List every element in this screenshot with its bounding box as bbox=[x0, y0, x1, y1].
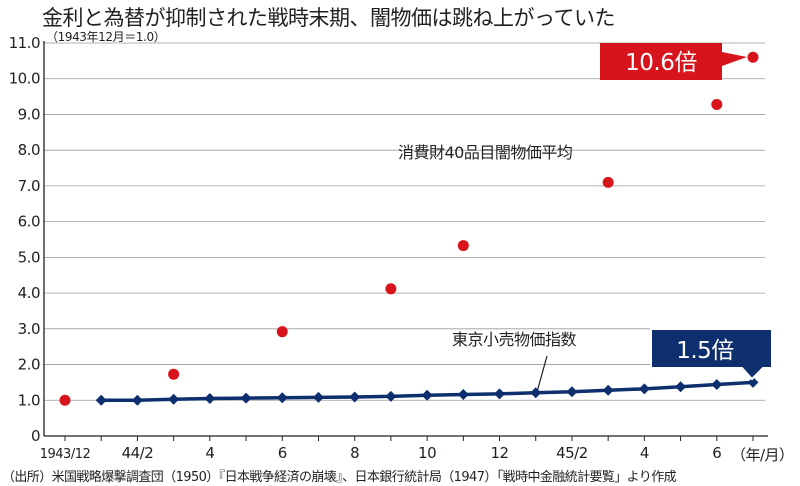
y-tick-label: 1.0 bbox=[18, 391, 40, 409]
retail-price-index-marker bbox=[711, 379, 723, 391]
chart-title: 金利と為替が抑制された戦時末期、闇物価は跳ね上がっていた bbox=[42, 6, 615, 30]
x-tick-label: 45/2 bbox=[556, 444, 588, 462]
black-market-price-point bbox=[747, 51, 759, 63]
retail-price-index-marker bbox=[349, 391, 361, 403]
x-tick-label: 44/2 bbox=[122, 444, 154, 462]
retail-callout-box bbox=[650, 328, 773, 381]
chart-source: （出所）米国戦略爆撃調査団（1950）『日本戦争経済の崩壊』、日本銀行統計局（1… bbox=[2, 470, 677, 485]
x-tick-label: 8 bbox=[350, 444, 359, 462]
y-tick-label: 8.0 bbox=[18, 141, 40, 159]
black-market-callout: 10.6倍 bbox=[600, 43, 747, 80]
x-tick-label: 12 bbox=[490, 444, 508, 462]
black-market-price-point bbox=[168, 368, 180, 380]
y-tick-label: 7.0 bbox=[18, 177, 40, 195]
retail-price-index-marker bbox=[131, 394, 143, 406]
chart-subtitle: （1943年12月＝1.0） bbox=[46, 30, 166, 44]
retail-callout: 1.5倍 bbox=[650, 328, 773, 381]
y-tick-label: 2.0 bbox=[18, 356, 40, 374]
black-market-price-point bbox=[385, 283, 397, 295]
x-axis-unit-label: （年/月） bbox=[731, 446, 794, 464]
y-tick-label: 11.0 bbox=[9, 34, 40, 52]
retail-price-index-marker bbox=[638, 383, 650, 395]
retail-price-index-marker bbox=[204, 392, 216, 404]
black-market-callout-text: 10.6倍 bbox=[625, 50, 697, 76]
x-tick-label: 6 bbox=[712, 444, 721, 462]
retail-price-index-marker bbox=[240, 392, 252, 404]
retail-callout-text: 1.5倍 bbox=[676, 338, 734, 364]
x-tick-label: 4 bbox=[640, 444, 649, 462]
x-tick-label: 1943/12 bbox=[40, 447, 91, 462]
y-tick-label: 10.0 bbox=[9, 70, 40, 88]
y-tick-label: 6.0 bbox=[18, 213, 40, 231]
retail-price-index-marker bbox=[168, 393, 180, 405]
black-market-price-point bbox=[59, 394, 71, 406]
y-tick-label: 4.0 bbox=[18, 284, 40, 302]
retail-price-index-marker bbox=[276, 392, 288, 404]
y-tick-label: 0 bbox=[31, 427, 40, 445]
retail-price-index-marker bbox=[675, 381, 687, 393]
black-market-price-point bbox=[276, 326, 288, 338]
black-market-series-label: 消費財40品目闇物価平均 bbox=[398, 143, 572, 162]
y-tick-label: 9.0 bbox=[18, 105, 40, 123]
retail-price-index-marker bbox=[457, 389, 469, 401]
black-market-callout-box bbox=[600, 43, 747, 80]
retail-price-index-marker bbox=[385, 390, 397, 402]
y-tick-label: 5.0 bbox=[18, 248, 40, 266]
retail-price-index-marker bbox=[95, 394, 107, 406]
x-tick-label: 10 bbox=[418, 444, 436, 462]
black-market-price-point bbox=[457, 240, 469, 252]
x-tick-label: 6 bbox=[278, 444, 287, 462]
retail-series-label: 東京小売物価指数 bbox=[452, 330, 577, 349]
retail-price-index-marker bbox=[566, 386, 578, 398]
black-market-price-point bbox=[711, 98, 723, 110]
black-market-price-point bbox=[602, 176, 614, 188]
retail-price-index-marker bbox=[747, 376, 759, 388]
retail-price-index-marker bbox=[494, 388, 506, 400]
retail-annotation-leader bbox=[536, 355, 548, 393]
x-tick-label: 4 bbox=[205, 444, 214, 462]
retail-price-index-marker bbox=[312, 391, 324, 403]
retail-price-index-marker bbox=[421, 389, 433, 401]
retail-price-index-marker bbox=[530, 387, 542, 399]
y-tick-label: 3.0 bbox=[18, 320, 40, 338]
retail-price-index-marker bbox=[602, 384, 614, 396]
